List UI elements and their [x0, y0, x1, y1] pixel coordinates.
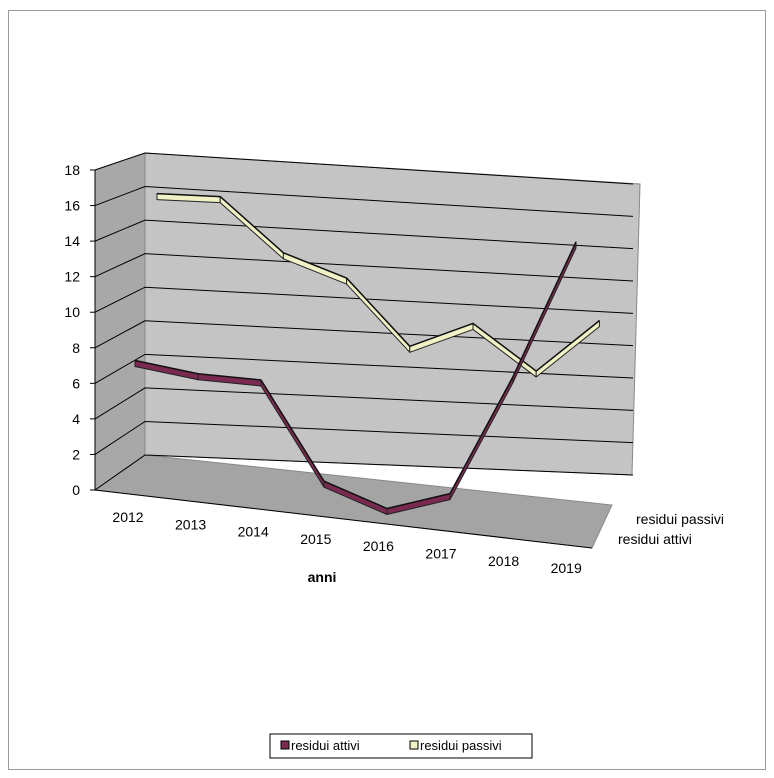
gridline — [94, 320, 634, 349]
x-tick-label: 2012 — [112, 509, 143, 525]
depth-label-passivi: residui passivi — [636, 511, 724, 527]
y-tick-label: 12 — [64, 269, 80, 285]
x-tick-label: 2018 — [488, 553, 519, 569]
x-axis: 2012 2013 2014 2015 2016 2017 2018 2019 — [94, 489, 593, 576]
chart-side-wall — [94, 152, 146, 491]
depth-label-attivi: residui attivi — [618, 531, 692, 547]
legend-box — [269, 733, 533, 759]
series-residui-passivi — [156, 192, 600, 378]
series-layer — [134, 192, 600, 516]
gridline — [94, 454, 634, 491]
x-tick-label: 2016 — [363, 538, 394, 554]
x-tick-label: 2017 — [425, 546, 456, 562]
gridline — [94, 286, 634, 314]
gridline — [94, 253, 634, 282]
legend-swatch-attivi — [280, 740, 290, 750]
gridlines — [94, 152, 634, 491]
y-tick-label: 10 — [64, 304, 80, 320]
legend-swatch-passivi — [409, 740, 419, 750]
x-tick-label: 2015 — [300, 531, 331, 547]
series-line — [134, 241, 577, 510]
x-tick-label: 2014 — [238, 524, 269, 540]
gridline — [94, 152, 634, 185]
y-tick-label: 0 — [72, 482, 80, 498]
y-tick-label: 14 — [64, 233, 80, 249]
x-tick-label: 2013 — [175, 516, 206, 532]
y-tick-label: 6 — [72, 375, 80, 391]
series-residui-attivi — [134, 241, 577, 516]
y-tick-label: 16 — [64, 198, 80, 214]
y-tick-label: 4 — [72, 411, 80, 427]
gridline — [94, 186, 634, 217]
gridline — [94, 420, 634, 455]
gridline — [94, 219, 634, 250]
series-line — [156, 192, 600, 372]
y-tick-label: 2 — [72, 446, 80, 462]
x-tick-label: 2019 — [551, 560, 582, 576]
y-tick-label: 18 — [64, 162, 80, 178]
x-axis-line — [94, 489, 593, 549]
legend-label-passivi: residui passivi — [420, 738, 502, 753]
legend-label-attivi: residui attivi — [291, 738, 360, 753]
gridline — [94, 387, 634, 420]
y-axis: 0 2 4 6 8 10 12 14 16 18 — [64, 162, 96, 498]
legend: residui attivi residui passivi — [269, 733, 533, 759]
y-tick-label: 8 — [72, 340, 80, 356]
x-axis-title: anni — [308, 569, 337, 585]
gridline — [94, 353, 634, 384]
